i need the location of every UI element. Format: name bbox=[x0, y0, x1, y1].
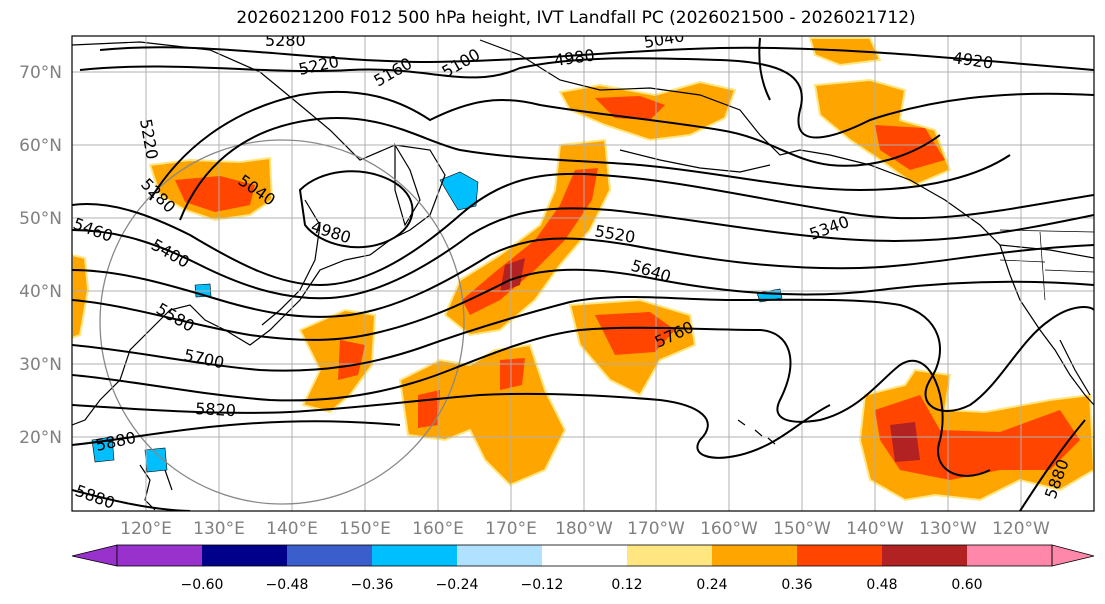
shade-red-plume bbox=[462, 168, 598, 315]
contour-line bbox=[72, 489, 191, 511]
shade-red-alaska bbox=[595, 96, 665, 120]
hawaii bbox=[737, 419, 776, 445]
shade-red-south-2 bbox=[500, 358, 525, 390]
shade-red-midwest bbox=[338, 340, 365, 380]
shade-red-nw bbox=[175, 176, 255, 212]
lon-label: 180°W bbox=[555, 519, 613, 539]
shade-red-central bbox=[595, 312, 675, 355]
colorbar-segment bbox=[372, 545, 457, 566]
contour-line bbox=[758, 37, 771, 101]
colorbar-tick-label: 0.24 bbox=[696, 577, 727, 593]
lat-label-30n: 30°N bbox=[19, 355, 62, 375]
colorbar-tick-label: −0.24 bbox=[436, 577, 479, 593]
colorbar-segment bbox=[117, 545, 202, 566]
shade-orange-midwest bbox=[298, 308, 377, 414]
shade-blue-philippines bbox=[91, 436, 115, 463]
colorbar-segment bbox=[627, 545, 712, 566]
coast-baja bbox=[1059, 339, 1091, 396]
lat-label-60n: 60°N bbox=[19, 136, 62, 156]
contour-line bbox=[298, 170, 414, 249]
colorbar-segment bbox=[457, 545, 542, 566]
shade-blue-okhotsk bbox=[439, 171, 479, 211]
shade-red-ne bbox=[875, 125, 945, 170]
contour-line bbox=[72, 392, 831, 459]
colorbar-frame bbox=[116, 544, 1053, 567]
colorbar-segment bbox=[967, 545, 1052, 566]
colorbar-extend-low bbox=[71, 544, 118, 567]
colorbar-segment bbox=[797, 545, 882, 566]
colorbar-tick-label: 0.36 bbox=[781, 577, 812, 593]
shade-orange-left-edge bbox=[72, 253, 90, 340]
colorbar-segment bbox=[542, 545, 627, 566]
colorbar-tick-label: −0.60 bbox=[181, 577, 224, 593]
colorbar-tick-label: 0.48 bbox=[866, 577, 897, 593]
contour-line bbox=[99, 46, 1094, 71]
contour-line bbox=[149, 90, 941, 201]
contour-line bbox=[72, 268, 1094, 341]
contour-label: 5820 bbox=[195, 399, 237, 420]
contour-line bbox=[1019, 419, 1086, 511]
shade-darkred-se bbox=[890, 422, 920, 462]
lon-label: 150°E bbox=[339, 519, 391, 539]
na-borders bbox=[999, 229, 1094, 301]
colorbar-segment bbox=[202, 545, 287, 566]
lat-label-40n: 40°N bbox=[19, 282, 62, 302]
lon-label: 150°W bbox=[773, 519, 831, 539]
colorbar-tick-label: −0.36 bbox=[351, 577, 394, 593]
contour-line bbox=[79, 57, 1094, 139]
coast-aleutians bbox=[619, 149, 771, 173]
coast-asia bbox=[72, 41, 446, 426]
height-contours bbox=[72, 37, 1094, 511]
contour-line bbox=[72, 237, 1094, 318]
lon-label: 130°E bbox=[193, 519, 245, 539]
colorbar-extend-high bbox=[1051, 544, 1095, 567]
contour-line bbox=[72, 207, 1094, 300]
longitude-labels: 120°E 130°E 140°E 150°E 160°E 170°E 180°… bbox=[120, 519, 1050, 539]
lon-label: 130°W bbox=[919, 519, 977, 539]
contour-line bbox=[72, 420, 401, 446]
lon-label: 160°E bbox=[412, 519, 464, 539]
colorbar-segment bbox=[882, 545, 967, 566]
lat-label-20n: 20°N bbox=[19, 428, 62, 448]
colorbar-segment bbox=[287, 545, 372, 566]
contour-line bbox=[72, 295, 1094, 412]
shade-red-south bbox=[418, 390, 440, 428]
map-panel: 5280 5220 5160 5100 4980 5040 4920 5220 … bbox=[71, 31, 1095, 512]
contour-label: 5280 bbox=[265, 31, 306, 50]
range-circle bbox=[99, 139, 465, 505]
lon-label: 120°E bbox=[120, 519, 172, 539]
lon-label: 170°E bbox=[485, 519, 537, 539]
map-frame bbox=[71, 35, 1095, 512]
coast-na-west bbox=[999, 244, 1094, 406]
philippines bbox=[139, 464, 173, 511]
colorbar: −0.60 −0.48 −0.36 −0.24 −0.12 0.12 0.24 … bbox=[71, 544, 1095, 593]
lon-label: 140°E bbox=[266, 519, 318, 539]
lon-label: 170°W bbox=[627, 519, 685, 539]
colorbar-tick-label: 0.12 bbox=[611, 577, 642, 593]
contour-line bbox=[72, 172, 1094, 287]
shade-darkred-plume bbox=[500, 258, 525, 292]
colorbar-tick-label: −0.48 bbox=[266, 577, 309, 593]
colorbar-tick-label: 0.60 bbox=[951, 577, 982, 593]
contour-line bbox=[72, 326, 991, 477]
lon-label: 140°W bbox=[846, 519, 904, 539]
lon-label: 160°W bbox=[700, 519, 758, 539]
latitude-labels: 70°N 60°N 50°N 40°N 30°N 20°N bbox=[19, 63, 62, 448]
colorbar-tick-label: −0.12 bbox=[521, 577, 564, 593]
lon-label: 120°W bbox=[992, 519, 1050, 539]
contour-line bbox=[179, 117, 1011, 221]
shade-orange-south bbox=[398, 343, 567, 487]
map-title: 2026021200 F012 500 hPa height, IVT Land… bbox=[236, 8, 916, 28]
lat-label-70n: 70°N bbox=[19, 63, 62, 83]
colorbar-segment bbox=[712, 545, 797, 566]
lat-label-50n: 50°N bbox=[19, 209, 62, 229]
